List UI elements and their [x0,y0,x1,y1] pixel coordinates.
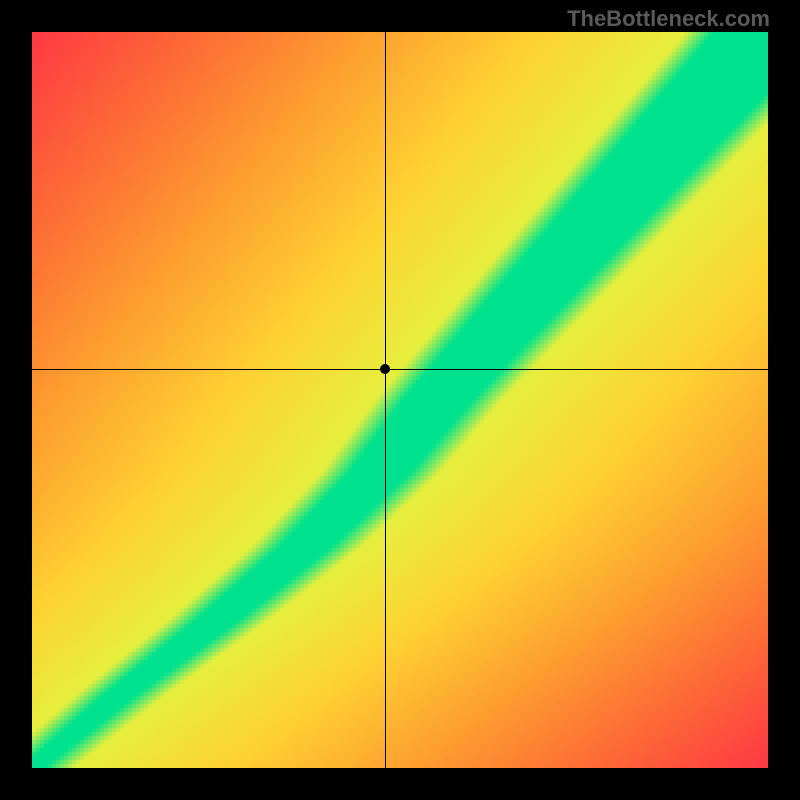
watermark-text: TheBottleneck.com [567,6,770,32]
crosshair-horizontal [32,369,768,370]
heatmap-canvas [32,32,768,768]
chart-container: TheBottleneck.com [0,0,800,800]
plot-area [32,32,768,768]
data-point-marker [380,364,390,374]
crosshair-vertical [385,32,386,768]
